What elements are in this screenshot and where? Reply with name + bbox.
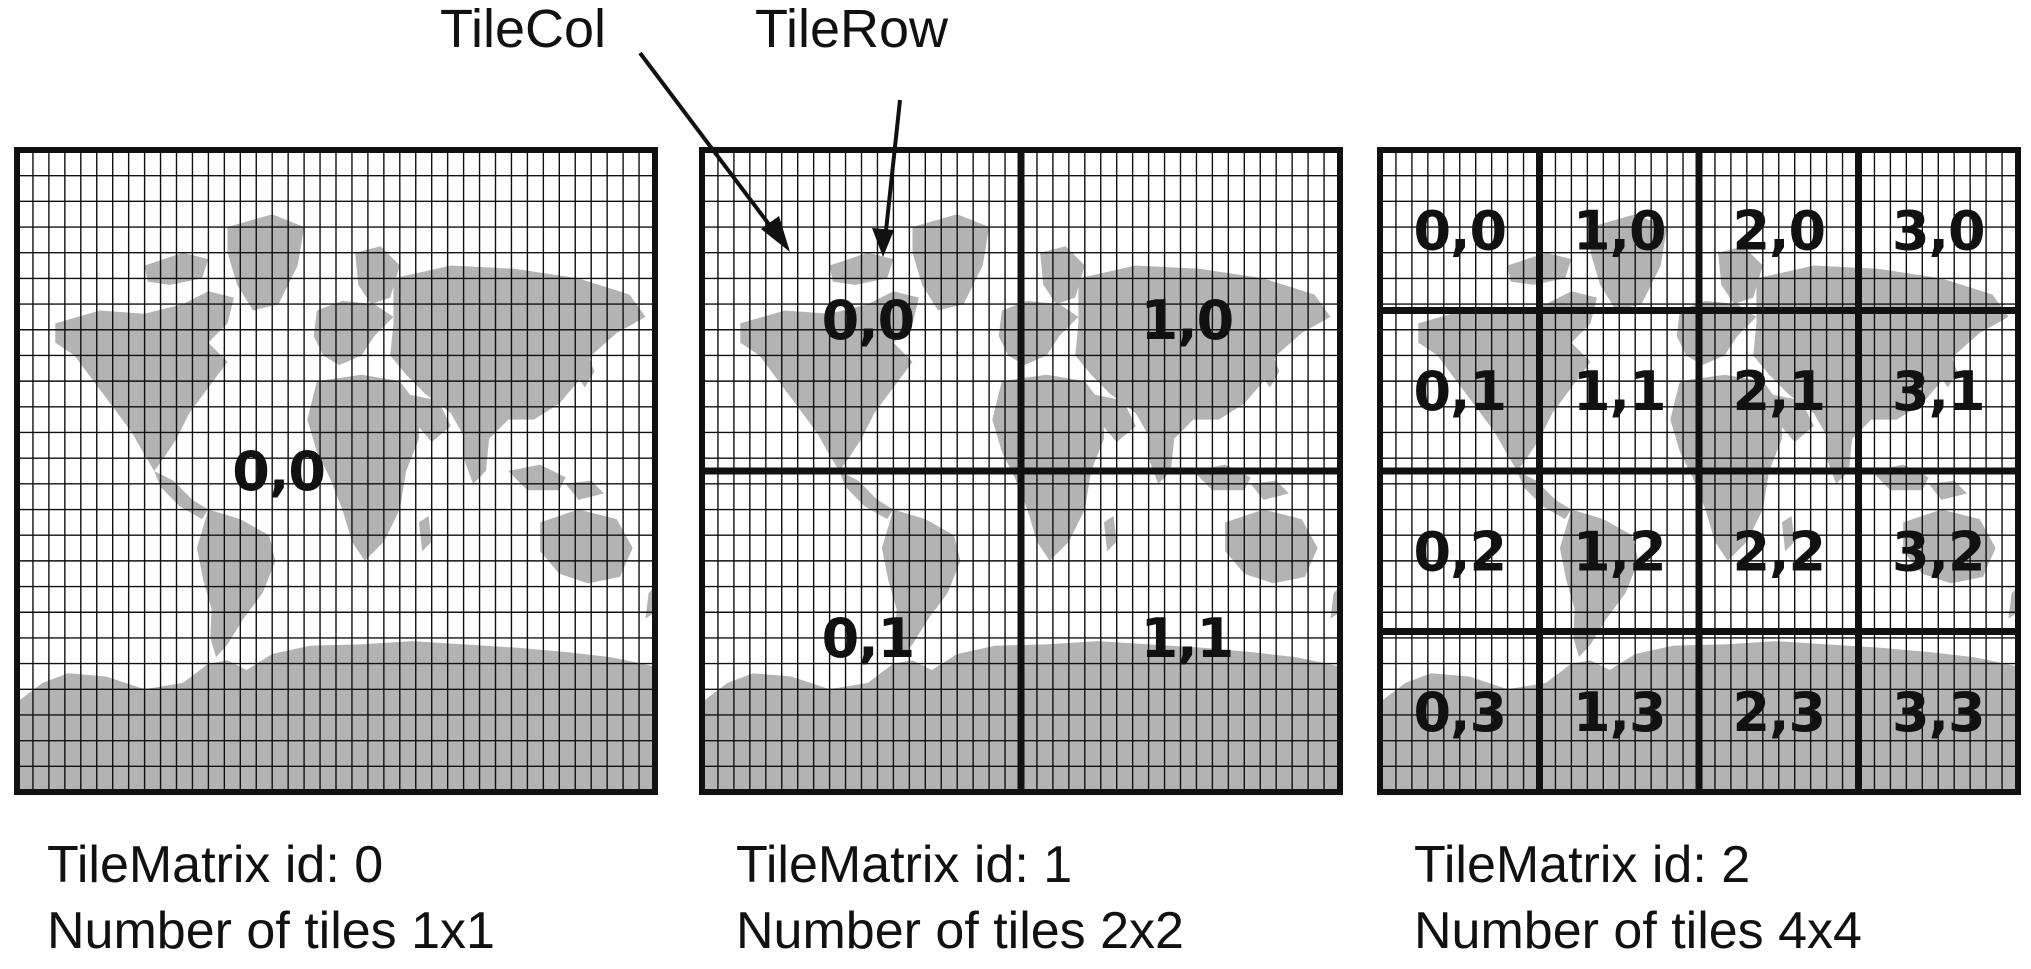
tile-matrix-2-panel bbox=[1377, 147, 2021, 795]
panel-frame-2 bbox=[1377, 147, 2021, 795]
tile-label-1-1-1: 1,1 bbox=[1141, 607, 1234, 670]
panel-frame-0 bbox=[14, 147, 658, 795]
tile-label-1-1-0: 1,0 bbox=[1141, 289, 1234, 352]
matrix-0-caption-id: TileMatrix id: 0 bbox=[47, 836, 383, 894]
tile-label-2-2-0: 2,0 bbox=[1732, 199, 1825, 262]
panel-frame-1 bbox=[699, 147, 1343, 795]
pointer-annotations: TileCol TileRow bbox=[440, 0, 949, 257]
matrix-0-caption-count: Number of tiles 1x1 bbox=[47, 902, 495, 960]
matrix-2-caption-id: TileMatrix id: 2 bbox=[1414, 836, 1750, 894]
matrix-1-caption-id: TileMatrix id: 1 bbox=[736, 836, 1072, 894]
tile-label-2-2-3: 2,3 bbox=[1732, 681, 1825, 744]
tile-label-2-3-0: 3,0 bbox=[1892, 199, 1985, 262]
tile-label-2-0-3: 0,3 bbox=[1413, 681, 1506, 744]
tile-label-2-0-1: 0,1 bbox=[1413, 360, 1506, 423]
tile-col-label: TileCol bbox=[440, 0, 606, 59]
tile-label-2-1-0: 1,0 bbox=[1573, 199, 1666, 262]
tile-label-1-0-1: 0,1 bbox=[822, 607, 915, 670]
tile-label-2-3-2: 3,2 bbox=[1892, 520, 1985, 583]
pixel-grid-0 bbox=[17, 150, 655, 792]
tile-label-2-2-1: 2,1 bbox=[1732, 360, 1825, 423]
tile-label-2-1-3: 1,3 bbox=[1573, 681, 1666, 744]
tile-label-1-0-0: 0,0 bbox=[822, 289, 915, 352]
tile-boundaries-1 bbox=[702, 150, 1340, 792]
tile-row-arrow-head bbox=[872, 228, 894, 257]
tile-label-2-1-1: 1,1 bbox=[1573, 360, 1666, 423]
tile-label-2-1-2: 1,2 bbox=[1573, 520, 1666, 583]
tile-matrix-1-panel bbox=[699, 147, 1343, 795]
tile-row-label: TileRow bbox=[755, 0, 949, 59]
tile-boundaries-2 bbox=[1380, 150, 2018, 792]
tile-col-arrow bbox=[638, 51, 785, 245]
matrix-2-caption-count: Number of tiles 4x4 bbox=[1414, 902, 1862, 960]
tile-label-2-2-2: 2,2 bbox=[1732, 520, 1825, 583]
tile-label-0-0-0: 0,0 bbox=[232, 440, 325, 503]
tile-label-2-3-1: 3,1 bbox=[1892, 360, 1985, 423]
tile-label-2-0-2: 0,2 bbox=[1413, 520, 1506, 583]
captions: TileMatrix id: 0 Number of tiles 1x1 Til… bbox=[47, 836, 1862, 960]
tile-col-arrow-head bbox=[761, 216, 790, 252]
tile-row-arrow bbox=[883, 99, 902, 241]
tile-matrix-0-panel bbox=[14, 147, 658, 795]
matrix-1-caption-count: Number of tiles 2x2 bbox=[736, 902, 1184, 960]
tile-label-2-0-0: 0,0 bbox=[1413, 199, 1506, 262]
tile-label-2-3-3: 3,3 bbox=[1892, 681, 1985, 744]
